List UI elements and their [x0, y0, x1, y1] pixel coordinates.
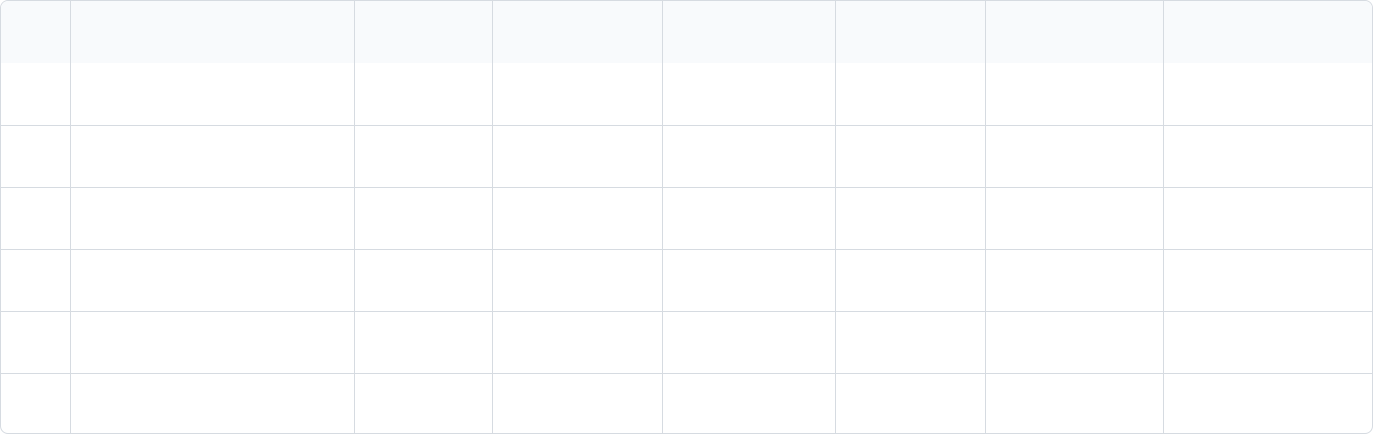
table-cell[interactable] [835, 125, 986, 188]
table-cell[interactable] [835, 311, 986, 374]
table-row[interactable] [1, 311, 1372, 374]
table-cell[interactable] [662, 373, 836, 433]
table-cell[interactable] [1163, 249, 1372, 312]
table-cell[interactable] [662, 249, 836, 312]
table-cell[interactable] [492, 125, 663, 188]
table-cell[interactable] [70, 187, 355, 250]
table-cell[interactable] [985, 63, 1164, 126]
table-cell[interactable] [354, 187, 493, 250]
column-header[interactable] [835, 1, 986, 63]
table-cell[interactable] [662, 63, 836, 126]
table-body [1, 63, 1372, 433]
table-cell[interactable] [1, 373, 71, 433]
table-cell[interactable] [985, 187, 1164, 250]
table-cell[interactable] [1163, 63, 1372, 126]
table-cell[interactable] [985, 249, 1164, 312]
table-cell[interactable] [1, 187, 71, 250]
table-cell[interactable] [985, 373, 1164, 433]
table-cell[interactable] [70, 249, 355, 312]
table-cell[interactable] [1, 311, 71, 374]
table-cell[interactable] [1, 125, 71, 188]
table-cell[interactable] [1163, 373, 1372, 433]
table-cell[interactable] [354, 125, 493, 188]
column-header[interactable] [1163, 1, 1372, 63]
column-header[interactable] [70, 1, 355, 63]
table-cell[interactable] [354, 311, 493, 374]
table-cell[interactable] [1, 63, 71, 126]
table-cell[interactable] [985, 311, 1164, 374]
table-header [1, 1, 1372, 63]
table-row[interactable] [1, 373, 1372, 433]
table-cell[interactable] [1163, 125, 1372, 188]
table-cell[interactable] [662, 125, 836, 188]
table-row[interactable] [1, 125, 1372, 188]
table-cell[interactable] [662, 311, 836, 374]
column-header[interactable] [662, 1, 836, 63]
column-header[interactable] [492, 1, 663, 63]
table-row[interactable] [1, 249, 1372, 312]
table-cell[interactable] [835, 187, 986, 250]
column-header[interactable] [1, 1, 71, 63]
table-cell[interactable] [492, 63, 663, 126]
table-cell[interactable] [1163, 311, 1372, 374]
column-header[interactable] [354, 1, 493, 63]
table-cell[interactable] [70, 125, 355, 188]
table-cell[interactable] [70, 311, 355, 374]
table-cell[interactable] [662, 187, 836, 250]
table-cell[interactable] [492, 187, 663, 250]
table-row[interactable] [1, 187, 1372, 250]
table-cell[interactable] [492, 249, 663, 312]
table-cell[interactable] [985, 125, 1164, 188]
table-cell[interactable] [835, 63, 986, 126]
table-cell[interactable] [1, 249, 71, 312]
table-cell[interactable] [1163, 187, 1372, 250]
table-cell[interactable] [835, 249, 986, 312]
table-cell[interactable] [492, 373, 663, 433]
table-cell[interactable] [835, 373, 986, 433]
table-cell[interactable] [354, 249, 493, 312]
table-cell[interactable] [70, 63, 355, 126]
table-cell[interactable] [354, 373, 493, 433]
table-row[interactable] [1, 63, 1372, 126]
column-header[interactable] [985, 1, 1164, 63]
header-row [1, 1, 1372, 63]
table-cell[interactable] [492, 311, 663, 374]
table-cell[interactable] [70, 373, 355, 433]
table-cell[interactable] [354, 63, 493, 126]
